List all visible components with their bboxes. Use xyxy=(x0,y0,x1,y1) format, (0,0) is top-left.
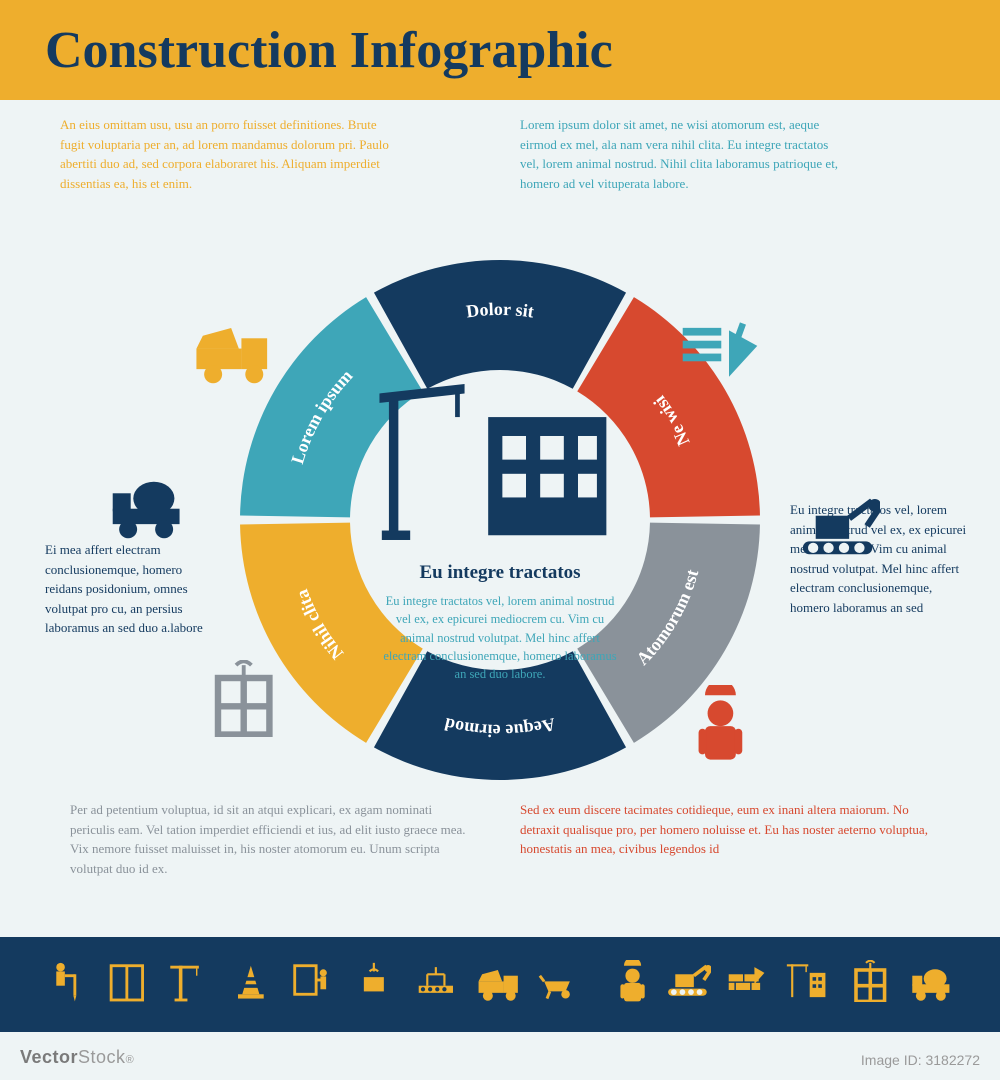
footer-worker-icon xyxy=(599,960,649,1010)
crane-building-icon xyxy=(370,370,630,547)
footer-bricks-icon xyxy=(723,960,773,1010)
footer-window-icon xyxy=(846,960,896,1010)
block-top-left: An eius omittam usu, usu an porro fuisse… xyxy=(60,115,390,193)
donut-center: Eu integre tractatos Eu integre tractato… xyxy=(370,370,630,683)
footer-cone-icon xyxy=(228,960,278,1010)
footer-doors-icon xyxy=(104,960,154,1010)
footer-plasterer-icon xyxy=(289,960,339,1010)
excavator-icon xyxy=(790,490,880,560)
window-icon xyxy=(200,660,290,730)
page-title: Construction Infographic xyxy=(45,21,613,80)
header-bar: Construction Infographic xyxy=(0,0,1000,100)
donut-label-1: Dolor sit xyxy=(465,299,535,322)
infographic-main: An eius omittam usu, usu an porro fuisse… xyxy=(0,100,1000,940)
footer-excavator-icon xyxy=(661,960,711,1010)
mixer-icon xyxy=(105,465,195,535)
center-body: Eu integre tractatos vel, lorem animal n… xyxy=(370,592,630,683)
block-bottom-right: Sed ex eum discere tacimates cotidieque,… xyxy=(520,800,940,859)
block-bottom-left: Per ad petentium voluptua, id sit an atq… xyxy=(70,800,470,878)
dumptruck-icon xyxy=(190,310,280,380)
block-mid-left: Ei mea affert electram conclusionemque, … xyxy=(45,540,215,638)
watermark-brand: VectorStock® xyxy=(20,1047,134,1068)
footer-building-crane-icon xyxy=(784,960,834,1010)
footer-crane-icon xyxy=(166,960,216,1010)
footer-mixer-icon xyxy=(908,960,958,1010)
block-top-right: Lorem ipsum dolor sit amet, ne wisi atom… xyxy=(520,115,850,193)
worker-icon xyxy=(660,685,750,755)
footer-dumptruck-icon xyxy=(475,960,525,1010)
footer-icon-strip xyxy=(0,937,1000,1032)
footer-hook-load-icon xyxy=(351,960,401,1010)
watermark-id: Image ID: 3182272 xyxy=(861,1052,980,1068)
trowel-icon xyxy=(675,315,765,385)
footer-jackhammer-icon xyxy=(42,960,92,1010)
footer-wheelbarrow-icon xyxy=(537,960,587,1010)
footer-slab-icon xyxy=(413,960,463,1010)
center-title: Eu integre tractatos xyxy=(370,562,630,584)
